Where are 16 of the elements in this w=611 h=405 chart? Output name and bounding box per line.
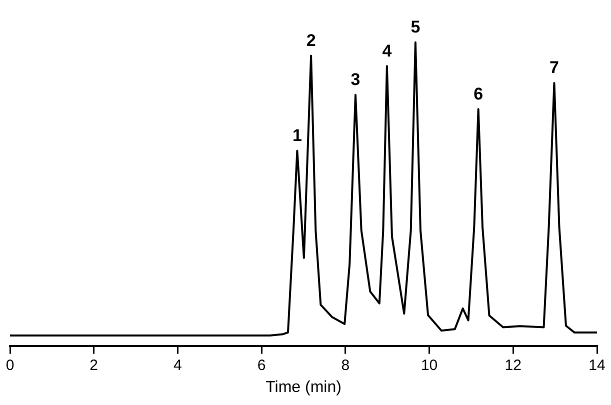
x-axis-title: Time (min) bbox=[266, 378, 342, 396]
annotation: 7 bbox=[550, 58, 559, 78]
annotation: 2 bbox=[306, 30, 316, 50]
x-tick-label: 10 bbox=[420, 356, 438, 374]
x-tick-label: 6 bbox=[257, 356, 266, 374]
annotation: 4 bbox=[382, 41, 392, 60]
x-tick-label: 2 bbox=[90, 356, 98, 374]
annotation: 5 bbox=[410, 18, 420, 37]
x-tick-label: 0 bbox=[6, 356, 14, 374]
annotation: 6 bbox=[474, 84, 484, 104]
x-tick-label: 12 bbox=[504, 356, 522, 374]
annotation: 1 bbox=[292, 126, 302, 145]
x-tick-label: 4 bbox=[174, 356, 182, 374]
x-tick-label: 14 bbox=[588, 356, 606, 374]
annotation: 3 bbox=[350, 70, 360, 90]
x-tick-label: 8 bbox=[341, 356, 350, 374]
